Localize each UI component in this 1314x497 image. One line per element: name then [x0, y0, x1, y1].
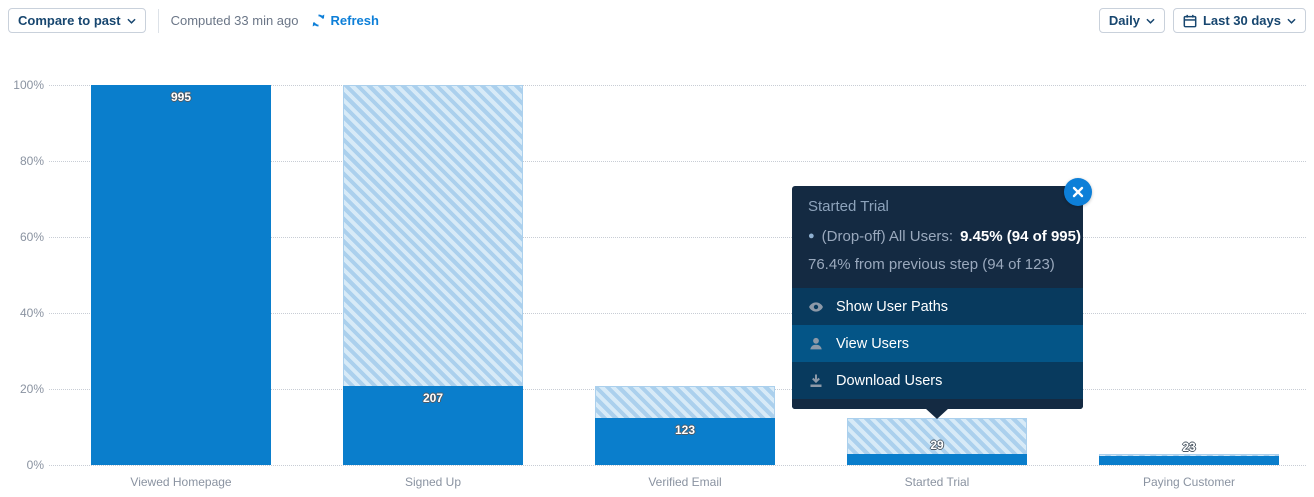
interval-label: Daily: [1108, 13, 1140, 28]
funnel-bar-segment[interactable]: [595, 417, 775, 465]
y-axis-tick-label: 0%: [26, 458, 44, 472]
download-icon: [810, 374, 822, 387]
chevron-down-icon: [126, 18, 136, 24]
date-range-button[interactable]: Last 30 days: [1172, 8, 1306, 33]
eye-icon: [809, 301, 823, 312]
menu-item-label: Download Users: [836, 372, 943, 389]
bar-value-label: 995: [170, 90, 192, 104]
x-axis-category-label: Verified Email: [648, 475, 722, 489]
x-axis-category-label: Paying Customer: [1142, 475, 1236, 489]
chevron-down-icon: [1146, 18, 1155, 24]
show-user-paths-menu-item[interactable]: Show User Paths: [792, 288, 1083, 325]
refresh-button[interactable]: Refresh: [311, 13, 379, 28]
step-tooltip: Started Trial ● (Drop-off) All Users: 9.…: [792, 178, 1092, 419]
tooltip-dropoff-label: (Drop-off) All Users:: [821, 228, 954, 245]
y-axis-tick-label: 60%: [19, 230, 44, 244]
y-axis-tick-label: 80%: [19, 154, 44, 168]
tooltip-header: Started Trial ● (Drop-off) All Users: 9.…: [792, 186, 1083, 288]
download-users-menu-item[interactable]: Download Users: [792, 362, 1083, 399]
toolbar-divider: [157, 8, 159, 33]
chevron-down-icon: [1287, 18, 1296, 24]
bar-value-label: 29: [930, 437, 944, 452]
tooltip-menu: Show User Paths View Users Download User…: [792, 288, 1083, 399]
tooltip-caret: [925, 408, 949, 419]
toolbar-right-group: Daily Last 30 days: [1098, 8, 1306, 33]
tooltip-dropoff-line: ● (Drop-off) All Users: 9.45% (94 of 995…: [808, 228, 1081, 245]
compare-to-past-label: Compare to past: [18, 13, 121, 28]
x-axis-category-label: Started Trial: [904, 475, 970, 489]
gridline: [49, 161, 1306, 162]
refresh-label: Refresh: [330, 13, 379, 28]
series-bullet-icon: ●: [808, 230, 815, 242]
y-axis-tick-label: 20%: [19, 382, 44, 396]
interval-select-button[interactable]: Daily: [1098, 8, 1165, 33]
gridline: [49, 237, 1306, 238]
bar-value-label: 23: [1182, 440, 1196, 455]
toolbar-left-group: Compare to past Computed 33 min ago Refr…: [8, 8, 379, 33]
gridline: [49, 85, 1306, 86]
menu-item-label: View Users: [836, 335, 910, 352]
compare-to-past-button[interactable]: Compare to past: [8, 8, 146, 33]
x-axis-category-label: Signed Up: [404, 475, 462, 489]
refresh-icon: [312, 14, 324, 27]
bar-value-label: 207: [422, 390, 444, 405]
close-icon: [1072, 186, 1084, 198]
tooltip-footer: [792, 399, 1083, 409]
funnel-dropoff-segment[interactable]: [343, 85, 523, 386]
funnel-dropoff-segment[interactable]: [1099, 453, 1279, 457]
funnel-bar-segment[interactable]: [91, 85, 271, 465]
funnel-dropoff-segment[interactable]: [595, 385, 775, 418]
x-axis-category-label: Viewed Homepage: [130, 475, 232, 489]
bar-value-label: 123: [674, 422, 696, 437]
computed-ago-text: Computed 33 min ago: [170, 13, 299, 28]
user-icon: [810, 337, 822, 349]
calendar-icon: [1183, 14, 1197, 27]
gridline: [49, 313, 1306, 314]
date-range-label: Last 30 days: [1202, 13, 1281, 28]
funnel-bar-segment[interactable]: [1099, 456, 1279, 465]
y-axis-tick-label: 40%: [19, 306, 44, 320]
tooltip-dropoff-value: 9.45% (94 of 995): [960, 228, 1081, 245]
close-tooltip-button[interactable]: [1064, 178, 1092, 206]
tooltip-step-title: Started Trial: [808, 198, 889, 215]
gridline: [49, 465, 1306, 466]
funnel-bar-segment[interactable]: [343, 385, 523, 465]
y-axis-tick-label: 100%: [13, 78, 44, 92]
funnel-bar-segment[interactable]: [847, 453, 1027, 465]
view-users-menu-item[interactable]: View Users: [792, 325, 1083, 362]
toolbar: Compare to past Computed 33 min ago Refr…: [0, 0, 1314, 42]
menu-item-label: Show User Paths: [836, 298, 949, 315]
tooltip-previous-step-line: 76.4% from previous step (94 of 123): [808, 256, 1055, 273]
